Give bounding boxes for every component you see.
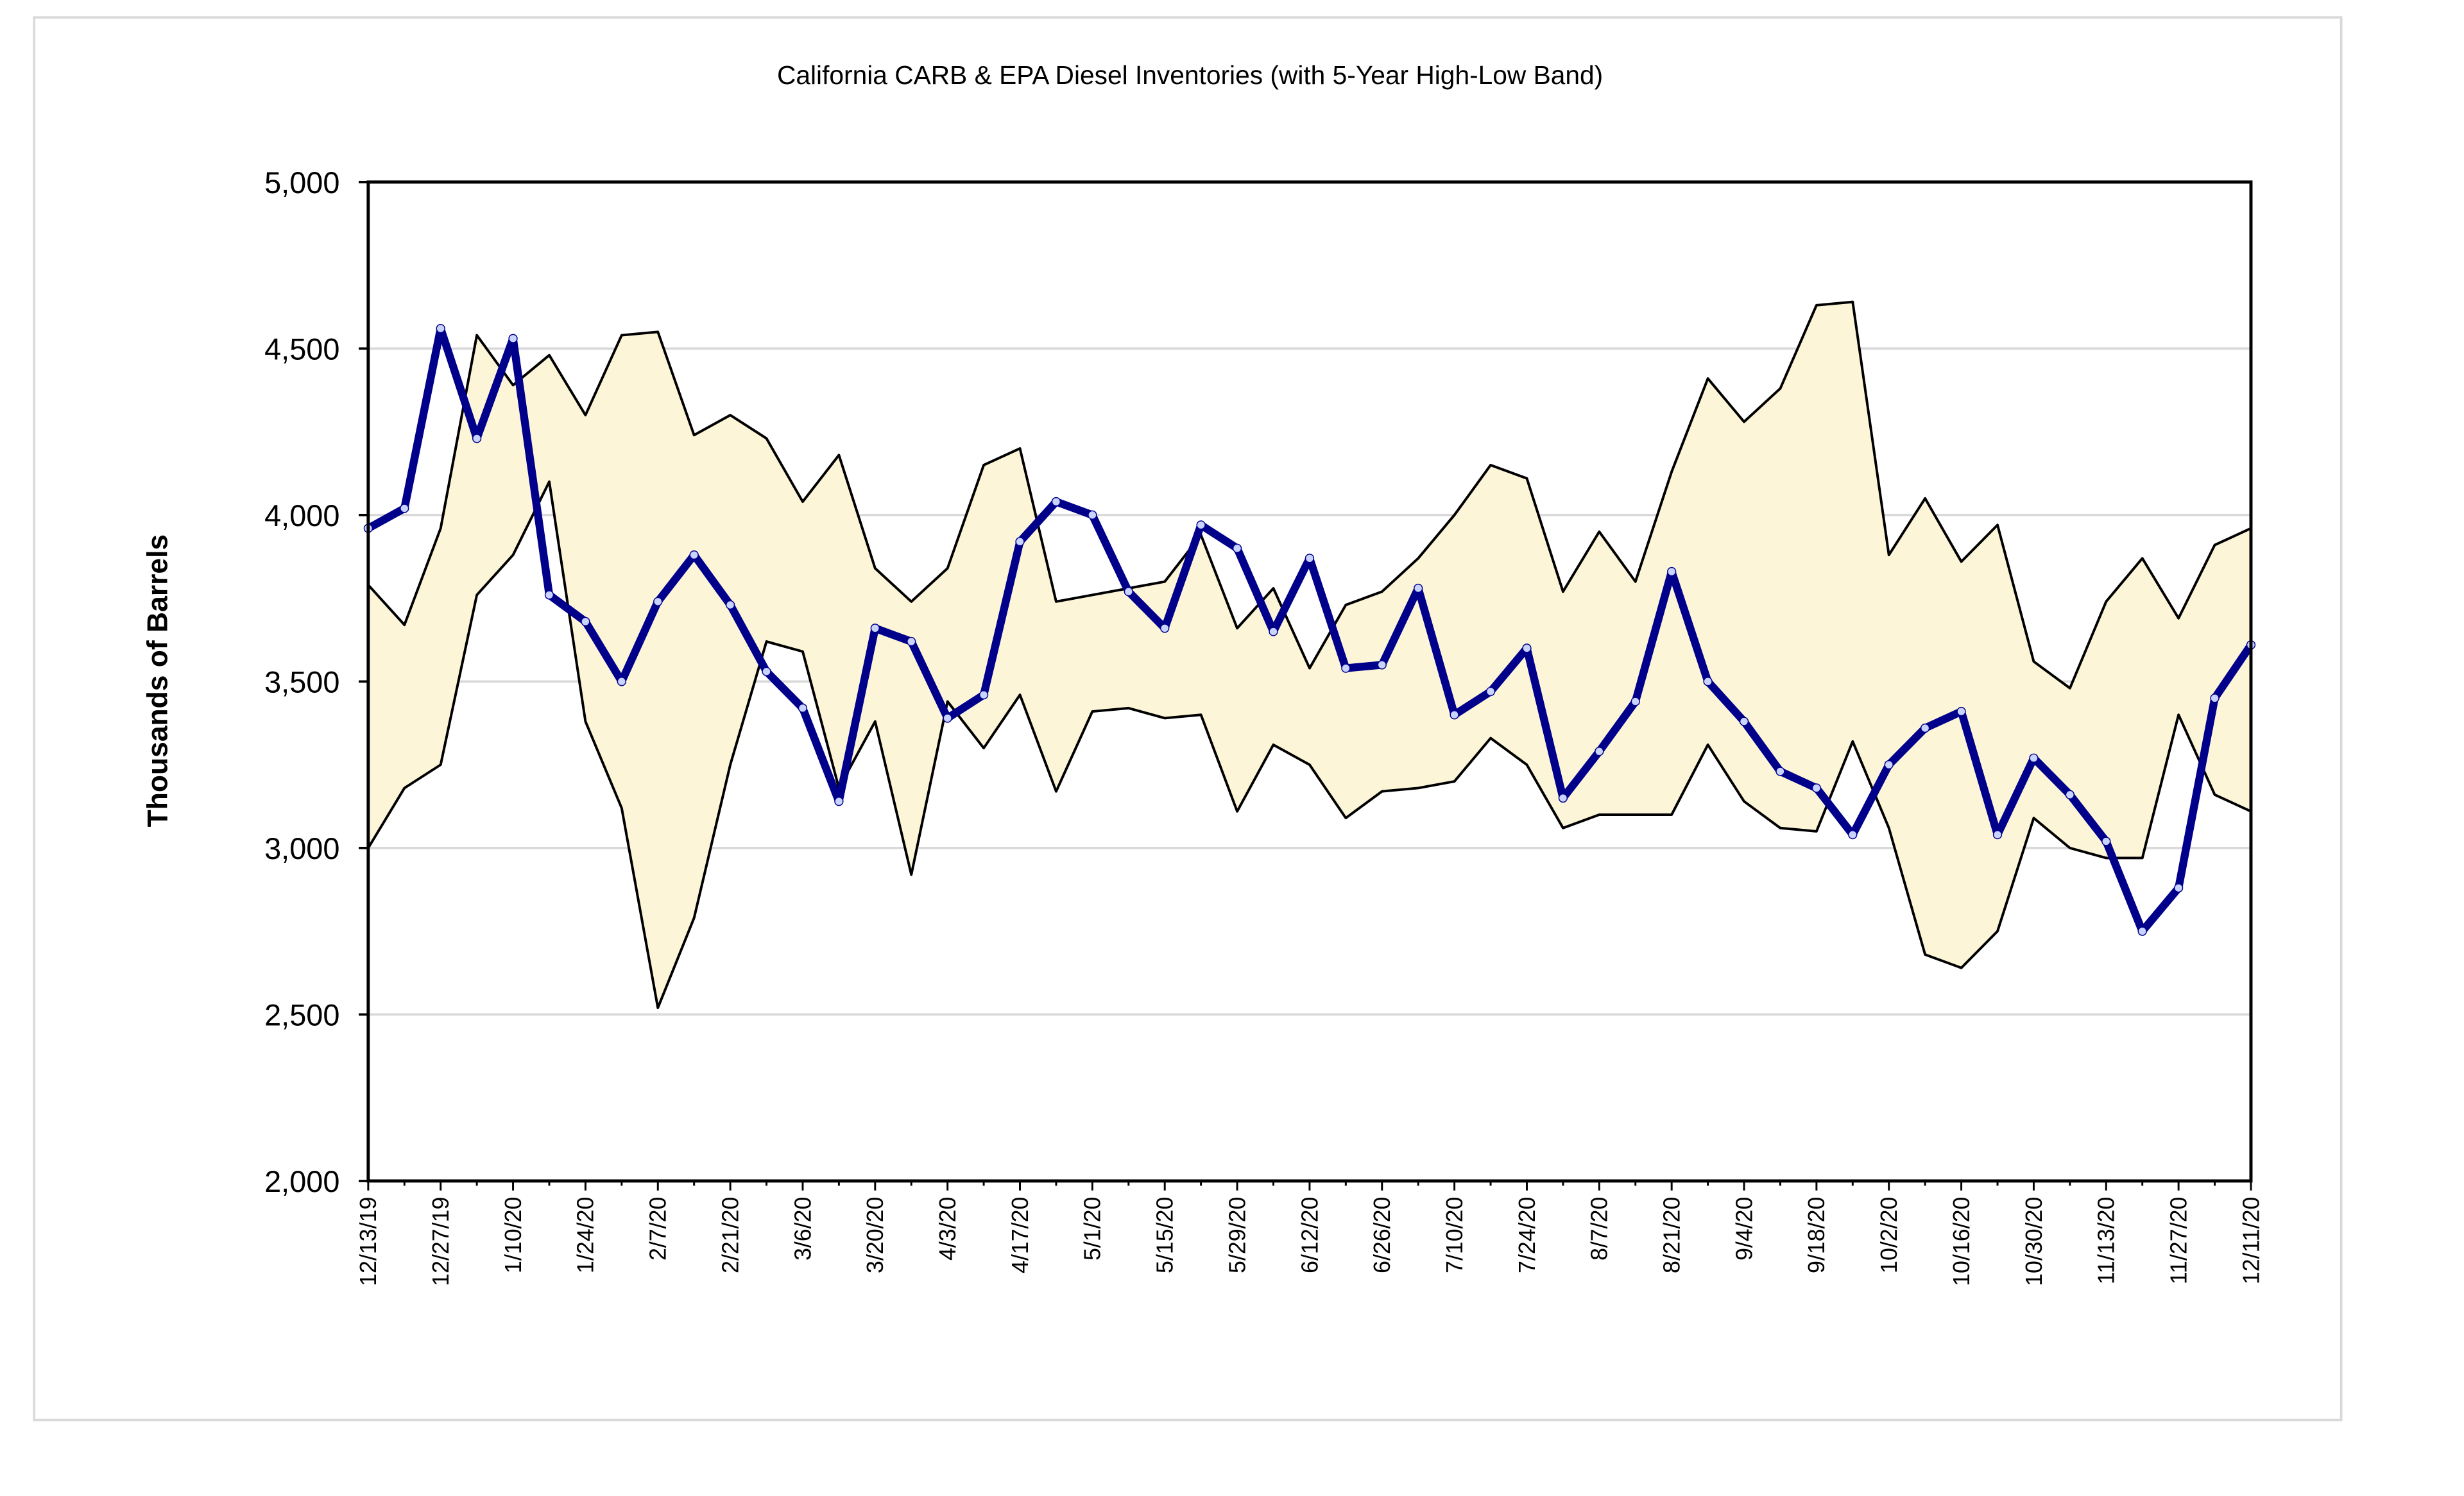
data-point xyxy=(1051,497,1061,507)
data-point xyxy=(762,667,771,676)
data-point xyxy=(1341,663,1351,673)
x-tick-label: 9/18/20 xyxy=(1804,1197,1829,1273)
x-tick-label: 5/29/20 xyxy=(1224,1197,1250,1273)
data-point xyxy=(581,616,590,627)
data-point xyxy=(1558,793,1568,803)
data-point xyxy=(1160,624,1170,633)
data-point xyxy=(798,703,808,713)
data-point xyxy=(1992,829,2003,840)
data-point xyxy=(1088,510,1097,520)
data-point xyxy=(2210,693,2220,703)
data-point xyxy=(907,636,916,647)
band-layer xyxy=(368,302,2251,1008)
x-tick-label: 7/24/20 xyxy=(1514,1197,1540,1273)
data-point xyxy=(1196,520,1206,530)
x-tick-label: 11/13/20 xyxy=(2094,1197,2119,1285)
data-point xyxy=(943,713,952,723)
data-point xyxy=(689,550,699,560)
data-point xyxy=(1848,829,1858,840)
data-point xyxy=(2137,926,2147,936)
data-point xyxy=(1522,643,1532,653)
x-tick-label: 10/30/20 xyxy=(2021,1197,2047,1286)
x-tick-label: 10/16/20 xyxy=(1949,1197,1974,1286)
data-point xyxy=(1739,717,1749,726)
band-fill xyxy=(368,302,2251,1008)
x-tick-label: 11/27/20 xyxy=(2166,1197,2191,1285)
x-tick-label: 8/7/20 xyxy=(1587,1197,1613,1261)
data-point xyxy=(1485,686,1496,697)
x-tick-label: 12/11/20 xyxy=(2238,1197,2264,1285)
x-tick-label: 3/6/20 xyxy=(790,1197,816,1261)
x-tick-label: 1/10/20 xyxy=(501,1197,526,1273)
x-tick-label: 3/20/20 xyxy=(862,1197,888,1273)
x-tick-label: 5/1/20 xyxy=(1080,1197,1106,1261)
data-point xyxy=(979,690,989,700)
x-tick-label: 8/21/20 xyxy=(1659,1197,1685,1273)
data-point xyxy=(1703,677,1713,686)
data-point xyxy=(2173,883,2184,893)
y-tick-label: 2,500 xyxy=(264,999,339,1032)
data-point xyxy=(1956,706,1966,717)
data-point xyxy=(1667,566,1677,577)
x-tick-label: 4/3/20 xyxy=(935,1197,961,1261)
data-point xyxy=(1450,710,1459,720)
data-point xyxy=(472,434,482,443)
band-edge xyxy=(367,480,2252,1010)
x-tick-label: 12/13/19 xyxy=(355,1197,381,1286)
data-point xyxy=(1775,767,1785,776)
band-edge xyxy=(367,300,2252,690)
x-tick-label: 9/4/20 xyxy=(1731,1197,1757,1261)
data-point xyxy=(1884,760,1894,770)
x-tick-label: 6/26/20 xyxy=(1369,1197,1395,1273)
y-axis-title: Thousands of Barrels xyxy=(142,534,173,827)
x-tick-label: 7/10/20 xyxy=(1442,1197,1467,1273)
y-tick-label: 5,000 xyxy=(264,166,339,200)
data-point xyxy=(725,600,735,610)
data-point xyxy=(436,324,445,334)
y-tick-label: 2,000 xyxy=(264,1165,339,1198)
data-point xyxy=(1811,783,1822,793)
data-point xyxy=(653,597,663,606)
data-point xyxy=(1269,627,1278,636)
x-tick-label: 5/15/20 xyxy=(1152,1197,1178,1273)
axis-layer: 2,000 2,500 3,000 3,500 4,000 4,500 5,000 12/13… xyxy=(264,166,2264,1286)
plot-frame xyxy=(366,180,2253,1183)
data-point xyxy=(834,797,844,806)
data-point xyxy=(400,504,409,513)
data-point xyxy=(1232,543,1242,553)
data-point xyxy=(2065,790,2075,799)
data-point xyxy=(1595,747,1604,756)
x-tick-label: 4/17/20 xyxy=(1007,1197,1033,1273)
y-tick-label: 4,000 xyxy=(264,499,339,532)
y-tick-label: 4,500 xyxy=(264,333,339,366)
data-point xyxy=(870,624,880,633)
x-tick-label: 2/21/20 xyxy=(717,1197,743,1273)
x-tick-label: 10/2/20 xyxy=(1876,1197,1902,1273)
y-tick-label: 3,500 xyxy=(264,666,339,699)
data-point xyxy=(1124,587,1133,597)
data-point xyxy=(1920,723,1930,733)
chart-title: California CARB & EPA Diesel Inventories… xyxy=(777,60,1603,90)
x-tick-label: 6/12/20 xyxy=(1297,1197,1322,1273)
x-tick-label: 2/7/20 xyxy=(646,1197,671,1261)
data-point xyxy=(1414,583,1423,593)
data-point xyxy=(544,590,554,600)
x-tick-label: 1/24/20 xyxy=(573,1197,599,1273)
data-point xyxy=(2029,753,2039,763)
data-point xyxy=(617,677,626,686)
data-point xyxy=(1305,554,1315,563)
data-point xyxy=(1377,660,1387,670)
data-point xyxy=(1015,537,1025,547)
data-point xyxy=(1630,697,1640,706)
x-tick-label: 12/27/19 xyxy=(428,1197,454,1286)
data-point xyxy=(508,334,518,343)
y-tick-label: 3,000 xyxy=(264,832,339,865)
data-point xyxy=(2101,837,2111,846)
line-layer xyxy=(363,300,2256,1010)
